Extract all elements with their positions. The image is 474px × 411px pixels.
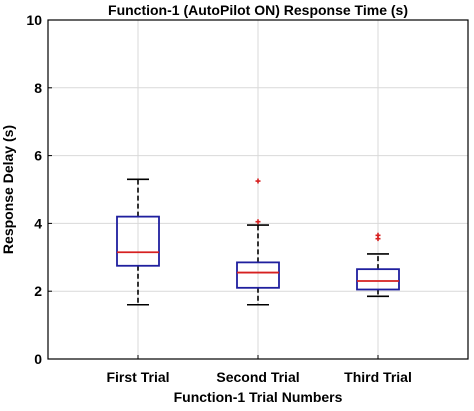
iqr-box	[116, 215, 160, 267]
y-tick-label: 6	[34, 148, 42, 164]
y-tick-label: 4	[34, 215, 42, 231]
y-tick-label: 8	[34, 80, 42, 96]
y-tick-label: 10	[26, 12, 42, 28]
grid-layer	[48, 19, 468, 360]
x-tick-label: Third Trial	[344, 369, 412, 385]
iqr-box	[236, 261, 280, 289]
outlier-marker	[255, 219, 261, 225]
x-tick-label: First Trial	[106, 369, 169, 385]
y-tick-label: 0	[34, 351, 42, 367]
x-axis-label: Function-1 Trial Numbers	[174, 389, 343, 405]
outlier-marker	[255, 178, 261, 184]
outlier-marker	[375, 232, 381, 238]
tick-layer: 0 2 4 6 8 10 First Trial Second Trial Third Tria…	[26, 12, 411, 385]
y-tick-label: 2	[34, 283, 42, 299]
iqr-box	[356, 268, 400, 291]
box-layer	[116, 178, 400, 306]
x-tick-label: Second Trial	[216, 369, 299, 385]
chart-title: Function-1 (AutoPilot ON) Response Time …	[108, 2, 408, 18]
y-axis-label: Response Delay (s)	[0, 125, 16, 254]
